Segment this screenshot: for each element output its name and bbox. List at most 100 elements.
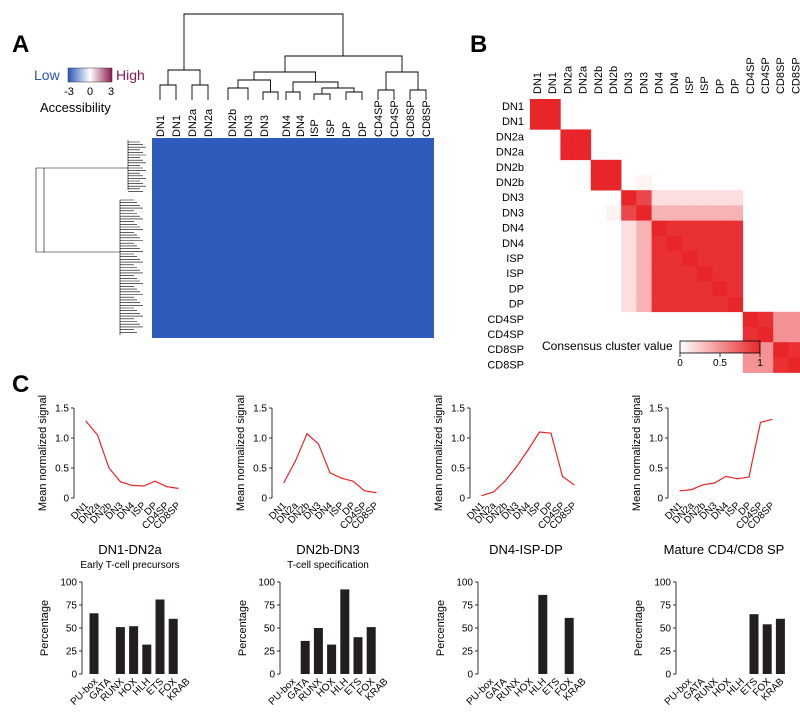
consensus-row-label: DN4 [502,223,524,235]
consensus-cell [773,327,789,343]
consensus-cell [697,220,713,237]
consensus-cell [742,357,759,373]
data-point [306,433,308,435]
chart-subtitle: Early T-cell precursors [80,560,179,571]
data-point [515,466,518,468]
bar [327,644,337,674]
consensus-cell [742,311,759,328]
legend-tick-mid: 0 [87,86,93,98]
row-dendrogram [35,140,146,335]
consensus-cell [666,296,683,313]
series-line [481,431,575,497]
bar [353,637,363,674]
consensus-cell [712,220,728,237]
column-label: DN2b [227,109,239,137]
consensus-cell [788,357,800,373]
consensus-cell [651,205,668,221]
y-tick-label: 100 [456,578,473,589]
consensus-cell [530,114,546,130]
consensus-row-label: DN1 [502,116,524,128]
column-label: DN3 [243,115,255,137]
panel-label-c: C [12,371,29,398]
panel-label-a: A [12,31,29,58]
data-point [690,489,693,491]
chart-title: DN1-DN2a [98,542,162,557]
consensus-column-label: DN1 [532,72,544,94]
bar [155,599,165,674]
y-tick-label: 1.5 [649,404,663,415]
consensus-cell [697,251,713,267]
consensus-cell [666,190,683,206]
consensus-column-label: DN2a [562,65,574,94]
y-tick-label: 1.0 [649,434,663,445]
consensus-column-label: ISP [699,76,711,94]
bar [168,618,178,674]
chart-title: Mature CD4/CD8 SP [664,542,785,557]
consensus-cell [636,175,652,191]
y-tick-label: 50 [462,624,474,635]
bar-chart: DN1-DN2a Early T-cell precursors 0 25 50 75 10… [39,542,193,708]
consensus-cell [636,281,652,297]
consensus-cell [712,296,728,313]
column-label: DP [341,122,353,137]
data-point [573,484,575,486]
consensus-cell [682,251,698,267]
y-tick-label: 0 [71,670,77,681]
column-label: DN4 [295,115,307,137]
consensus-cell [621,235,637,252]
data-point [131,484,133,486]
consensus-column-label: DN3 [638,72,650,94]
panel-label-b: B [470,31,487,58]
y-tick-label: 0 [261,494,267,505]
consensus-column-label: DN2b [608,66,620,94]
y-tick-label: 0 [459,494,465,505]
accessibility-colorbar [67,67,113,83]
consensus-row-label: DN3 [502,192,524,204]
data-point [713,482,716,484]
consensus-cell [545,114,561,130]
y-tick-label: 75 [462,601,474,612]
y-tick-label: 1.0 [451,434,465,445]
y-tick-label: 100 [258,578,275,589]
data-point [736,478,739,480]
y-tick-label: 0 [665,670,671,681]
data-point [679,490,681,492]
consensus-cell [621,281,637,297]
data-point [294,460,297,462]
consensus-column-label: DN1 [547,72,559,94]
column-label: DN4 [281,115,293,137]
data-point [85,420,87,422]
consensus-cell [636,190,652,206]
consensus-cell [727,266,744,282]
data-point [771,418,773,420]
y-axis-title: Mean normalized signal [433,395,445,511]
data-point [538,431,541,433]
data-point [108,467,110,469]
consensus-cell [651,190,668,206]
y-tick-label: 50 [66,624,78,635]
consensus-column-label: DN2a [578,65,590,94]
consensus-cell [788,327,800,343]
data-point [96,434,99,436]
heatmap-background [152,138,434,338]
bar [775,618,785,674]
consensus-cell [560,144,576,161]
consensus-cell [712,190,728,206]
consensus-row-label: CD8SP [487,344,524,356]
data-point [759,421,762,423]
data-point [550,432,552,434]
chart-subtitle: T-cell specification [287,560,369,571]
y-tick-label: 100 [654,578,671,589]
consensus-cell [606,159,622,176]
data-point [283,481,285,483]
consensus-cell [666,281,683,297]
consensus-row-label: DN2b [496,162,524,174]
legend-title: Accessibility [40,100,111,115]
data-point [481,495,483,497]
consensus-cell [682,205,698,221]
consensus-row-label: DP [509,283,524,295]
y-axis-title: Mean normalized signal [37,395,49,511]
consensus-legend-title: Consensus cluster value [542,339,673,353]
